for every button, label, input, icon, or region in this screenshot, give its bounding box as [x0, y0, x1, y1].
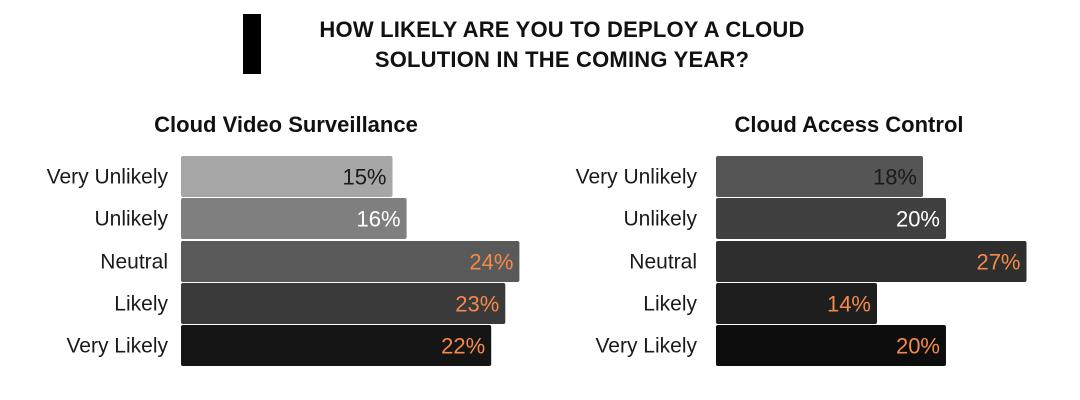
value-label-unlikely: 16%	[357, 207, 401, 232]
bar-very-likely	[181, 325, 492, 366]
chart-title-line-1: HOW LIKELY ARE YOU TO DEPLOY A CLOUD	[319, 17, 805, 42]
bar-likely	[716, 283, 877, 324]
category-label-likely: Likely	[114, 293, 168, 316]
category-label-very-unlikely: Very Unlikely	[576, 166, 698, 189]
value-label-very-unlikely: 15%	[342, 165, 386, 190]
category-label-neutral: Neutral	[100, 251, 168, 274]
value-label-neutral: 27%	[976, 250, 1020, 275]
category-label-likely: Likely	[643, 293, 697, 316]
category-label-very-likely: Very Likely	[595, 335, 697, 358]
bar-likely	[181, 283, 506, 324]
category-label-neutral: Neutral	[629, 251, 697, 274]
bar-neutral	[716, 241, 1027, 282]
value-label-likely: 14%	[827, 292, 871, 317]
category-label-very-unlikely: Very Unlikely	[47, 166, 169, 189]
bar-very-unlikely	[181, 156, 393, 197]
chart-cloud-access-control: Cloud Access Control Very Unlikely 18% Unli…	[576, 112, 1027, 366]
title-accent-bar	[243, 14, 261, 74]
value-label-very-likely: 20%	[896, 334, 940, 359]
value-label-neutral: 24%	[469, 250, 513, 275]
bar-unlikely	[181, 198, 407, 239]
category-label-very-likely: Very Likely	[66, 335, 168, 358]
value-label-very-unlikely: 18%	[873, 165, 917, 190]
category-label-unlikely: Unlikely	[94, 208, 168, 231]
value-label-likely: 23%	[455, 292, 499, 317]
chart-subtitle: Cloud Access Control	[735, 112, 964, 137]
chart-subtitle: Cloud Video Surveillance	[154, 112, 418, 137]
chart-cloud-video-surveillance: Cloud Video Surveillance Very Unlikely 15%…	[47, 112, 520, 366]
value-label-very-likely: 22%	[441, 334, 485, 359]
bar-unlikely	[716, 198, 946, 239]
category-label-unlikely: Unlikely	[623, 208, 697, 231]
value-label-unlikely: 20%	[896, 207, 940, 232]
bar-very-unlikely	[716, 156, 923, 197]
bar-very-likely	[716, 325, 946, 366]
bar-neutral	[181, 241, 520, 282]
chart-title-line-2: SOLUTION IN THE COMING YEAR?	[374, 47, 750, 72]
